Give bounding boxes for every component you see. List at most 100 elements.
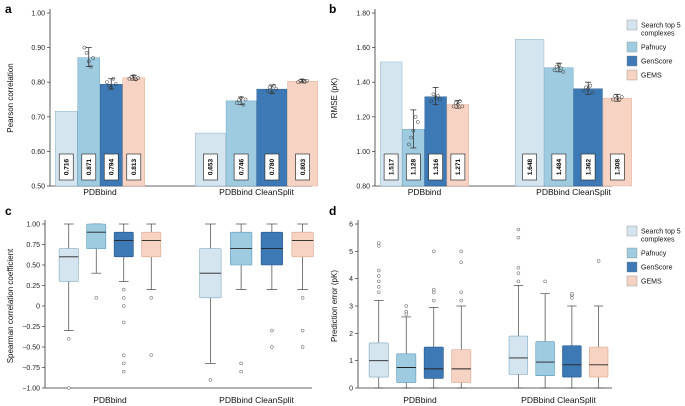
outlier-point: [94, 296, 98, 300]
box: [588, 346, 609, 378]
y-tick-label: 1.40: [356, 80, 370, 87]
data-point: [265, 89, 270, 93]
outlier-point: [543, 279, 547, 284]
box: [86, 223, 107, 249]
y-tick-label: 1.20: [356, 114, 370, 121]
y-tick-label: 1.60: [356, 45, 370, 52]
outlier-point: [149, 353, 153, 357]
legend-swatch: [626, 275, 638, 287]
outlier-point: [122, 287, 126, 292]
outlier-point: [122, 304, 126, 308]
value-label: 0.871: [86, 158, 93, 175]
outlier-point: [404, 309, 408, 314]
value-label: 1.271: [455, 158, 462, 175]
legend-swatch: [626, 19, 638, 31]
y-tick-label: 5: [349, 249, 353, 256]
panel-a: a 0.50 0.60 0.70 0.80 0.90 1.00 Pearson correla…: [5, 2, 318, 197]
data-point: [586, 87, 590, 91]
outlier-point: [122, 353, 126, 357]
outlier-point: [459, 249, 463, 254]
box: [535, 341, 555, 376]
outlier-point: [300, 328, 305, 333]
outlier-point: [516, 271, 521, 275]
legend-label: Search top 5: [641, 229, 681, 236]
value-label: 1.128: [411, 158, 418, 175]
data-point: [302, 80, 307, 84]
box: [451, 349, 472, 383]
data-point: [131, 74, 136, 78]
box: [368, 342, 389, 378]
legend-swatch: [626, 261, 638, 273]
data-point: [409, 135, 414, 140]
value-label: 0.813: [131, 158, 138, 175]
outlier-point: [67, 337, 71, 341]
y-tick-label: 1.80: [356, 11, 370, 18]
data-point: [91, 56, 96, 60]
value-label: 0.746: [238, 158, 245, 175]
value-label: 1.316: [433, 158, 440, 175]
data-point: [458, 99, 462, 104]
outlier-point: [404, 304, 408, 308]
data-point: [429, 99, 434, 104]
value-label-box: [203, 153, 218, 181]
data-point: [588, 83, 593, 88]
data-point: [129, 75, 134, 79]
outlier-point: [208, 378, 213, 382]
legend-swatch: [626, 55, 638, 67]
outlier-point: [270, 328, 274, 333]
legend-label: GEMS: [641, 279, 662, 286]
y-tick-label: 0.50: [26, 263, 40, 270]
legend-label: Pafnucy: [641, 251, 667, 258]
panel-letter: a: [5, 2, 12, 16]
outlier-point: [516, 227, 521, 232]
outlier-point: [377, 241, 381, 245]
value-label: 0.716: [64, 158, 71, 175]
outlier-point: [596, 259, 601, 263]
data-point: [611, 97, 615, 102]
data-point: [270, 90, 274, 95]
outlier-point: [377, 279, 381, 284]
outlier-point: [239, 361, 243, 366]
category-label: PDBbind: [403, 395, 437, 405]
value-label-box: [406, 153, 421, 181]
y-tick-label: 0.25: [26, 283, 40, 290]
category-label: PDBbind: [93, 395, 127, 405]
outlier-point: [377, 285, 381, 289]
panel-c: c −1.00 −0.75 −0.50 −0.25 0 0.25 0.50 0.75 1.00 Sp…: [5, 204, 314, 405]
data-point: [298, 78, 303, 83]
data-point: [415, 120, 420, 124]
data-point: [84, 50, 89, 55]
data-point: [431, 92, 436, 97]
outlier-point: [270, 345, 274, 349]
y-tick-label: 2: [349, 331, 353, 338]
data-point: [136, 76, 140, 80]
category-label: PDBbind CleanSplit: [536, 187, 611, 197]
outlier-point: [459, 260, 463, 265]
value-label-box: [126, 153, 142, 181]
data-point: [435, 94, 440, 98]
outlier-point: [459, 290, 463, 295]
box: [423, 346, 444, 379]
data-point: [305, 78, 309, 83]
value-label-box: [580, 153, 596, 181]
y-axis-label: Spearman correlation coefficient: [6, 248, 15, 363]
panel-letter: d: [329, 204, 336, 218]
data-point: [274, 87, 279, 91]
data-point: [581, 89, 586, 93]
data-point: [113, 82, 118, 86]
data-point: [590, 90, 595, 95]
value-label-box: [428, 153, 443, 181]
data-point: [617, 97, 622, 102]
data-point: [438, 97, 442, 102]
data-point: [234, 101, 239, 105]
y-tick-label: 0.75: [26, 242, 40, 249]
outlier-point: [239, 369, 243, 374]
outlier-point: [432, 298, 436, 303]
value-label-box: [58, 153, 74, 181]
data-point: [552, 68, 557, 72]
category-label: PDBbind CleanSplit: [219, 187, 294, 197]
outlier-point: [300, 296, 305, 300]
value-label: 1.648: [527, 158, 534, 175]
